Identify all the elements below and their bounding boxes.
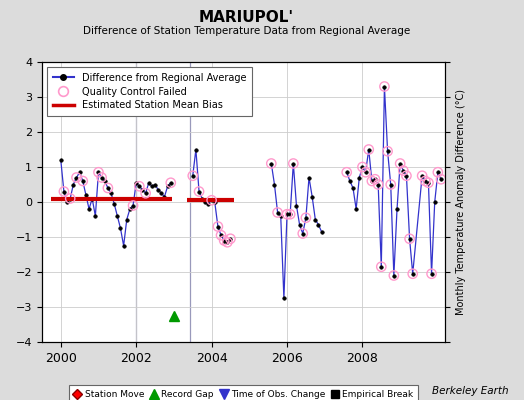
Point bbox=[79, 178, 87, 184]
Point bbox=[343, 169, 351, 176]
Point bbox=[302, 214, 310, 221]
Point bbox=[362, 169, 370, 176]
Point bbox=[72, 174, 81, 181]
Point bbox=[380, 83, 389, 90]
Point bbox=[195, 188, 203, 195]
Point bbox=[387, 181, 395, 188]
Point bbox=[274, 209, 282, 216]
Text: MARIUPOL': MARIUPOL' bbox=[199, 10, 294, 25]
Point bbox=[135, 183, 144, 190]
Point bbox=[167, 180, 175, 186]
Text: Berkeley Earth: Berkeley Earth bbox=[432, 386, 508, 396]
Point bbox=[97, 174, 106, 181]
Point bbox=[141, 190, 150, 196]
Point bbox=[421, 178, 430, 184]
Point bbox=[374, 181, 383, 188]
Point bbox=[371, 176, 379, 182]
Point bbox=[60, 188, 68, 195]
Point bbox=[358, 164, 367, 170]
Point bbox=[283, 211, 291, 218]
Point bbox=[365, 146, 373, 153]
Point bbox=[94, 169, 103, 176]
Point bbox=[66, 195, 74, 202]
Point bbox=[217, 232, 225, 238]
Point bbox=[289, 160, 298, 167]
Point bbox=[396, 160, 405, 167]
Y-axis label: Monthly Temperature Anomaly Difference (°C): Monthly Temperature Anomaly Difference (… bbox=[456, 89, 466, 315]
Point bbox=[434, 169, 442, 176]
Legend: Station Move, Record Gap, Time of Obs. Change, Empirical Break: Station Move, Record Gap, Time of Obs. C… bbox=[69, 385, 418, 400]
Point bbox=[437, 176, 445, 182]
Point bbox=[418, 172, 427, 179]
Point bbox=[390, 272, 398, 279]
Point bbox=[286, 211, 294, 218]
Point bbox=[214, 223, 222, 230]
Point bbox=[189, 172, 197, 179]
Point bbox=[399, 167, 408, 174]
Point bbox=[406, 236, 414, 242]
Text: Difference of Station Temperature Data from Regional Average: Difference of Station Temperature Data f… bbox=[83, 26, 410, 36]
Point bbox=[223, 239, 232, 246]
Point bbox=[129, 202, 137, 209]
Point bbox=[424, 180, 433, 186]
Point bbox=[384, 148, 392, 154]
Point bbox=[208, 197, 216, 204]
Point bbox=[377, 264, 386, 270]
Point bbox=[402, 172, 411, 179]
Point bbox=[220, 237, 228, 244]
Point bbox=[104, 185, 112, 191]
Point bbox=[428, 270, 436, 277]
Point bbox=[267, 160, 276, 167]
Point bbox=[226, 236, 235, 242]
Point bbox=[299, 230, 307, 237]
Point bbox=[409, 270, 417, 277]
Point bbox=[368, 178, 376, 184]
